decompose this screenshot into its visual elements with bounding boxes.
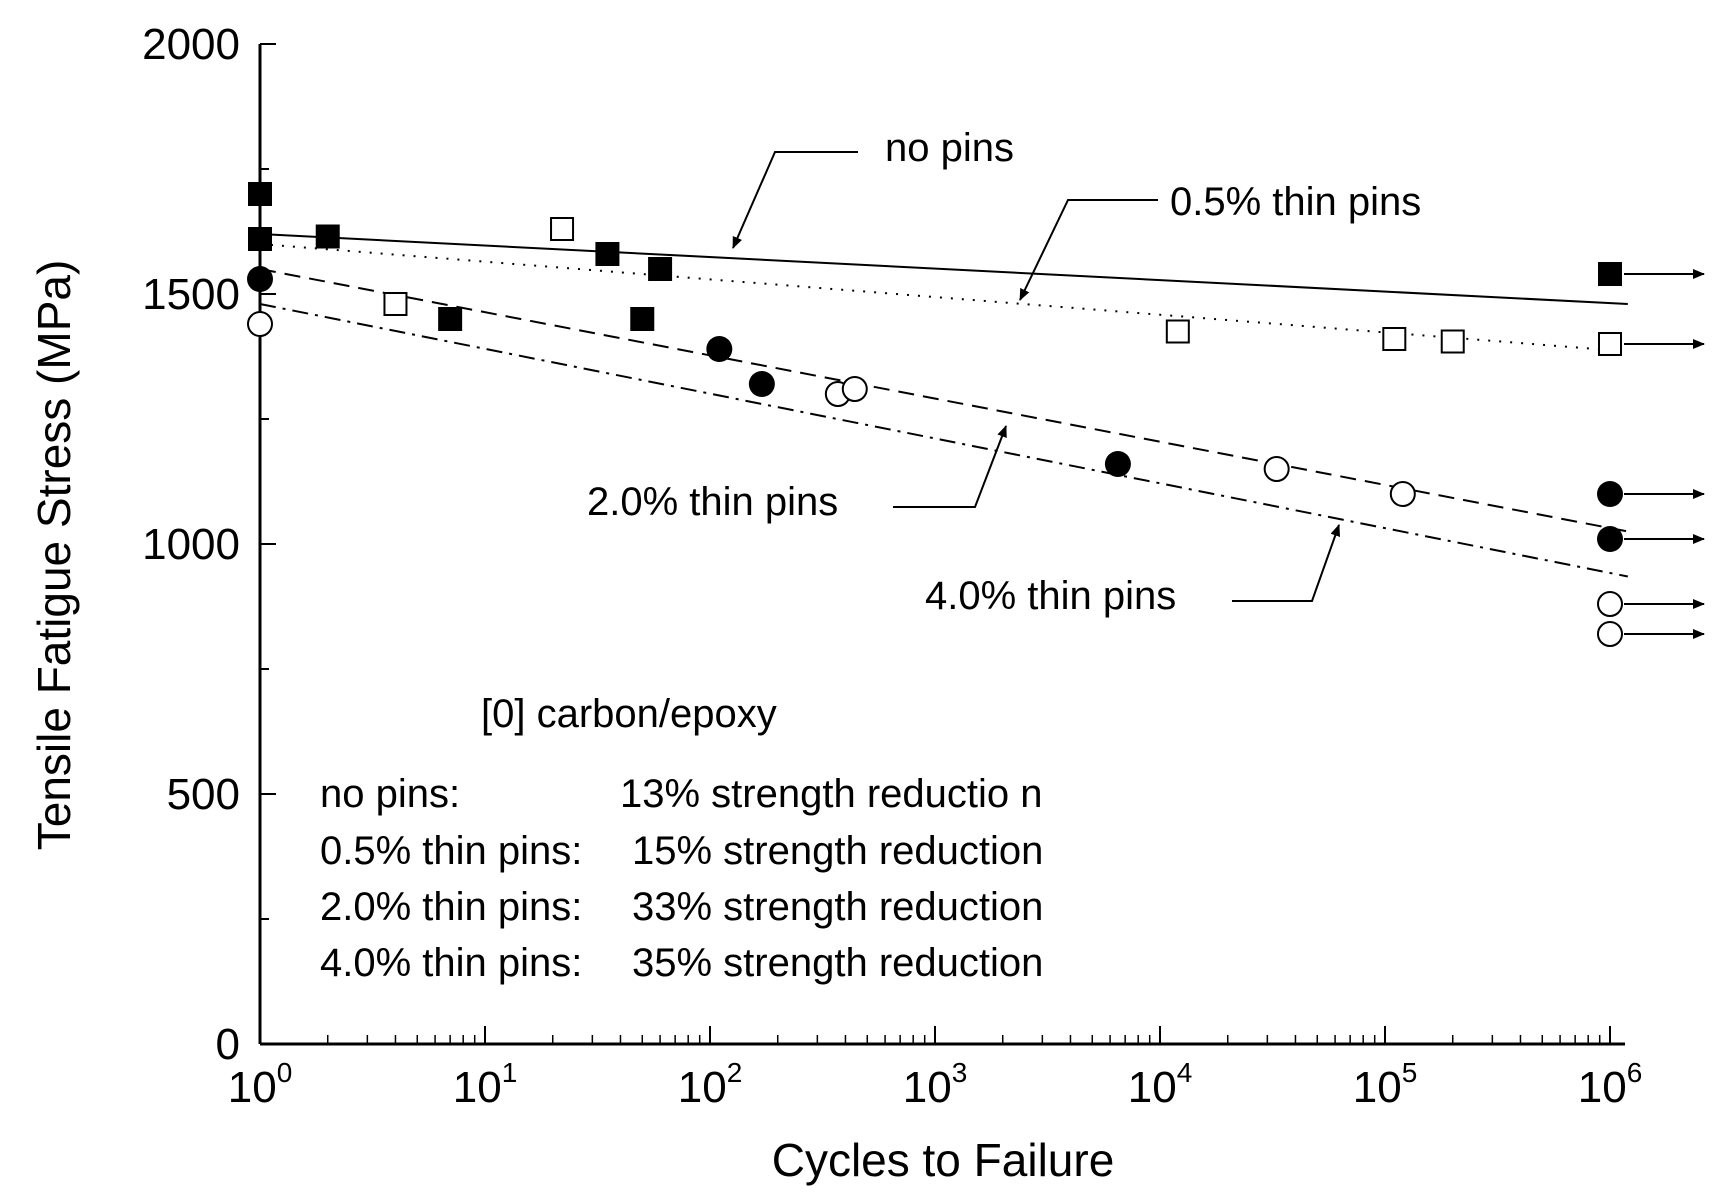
x-tick-label: 103 xyxy=(903,1057,968,1112)
point-filled-square xyxy=(595,242,620,266)
reduction-value-2: 33% strength reduction xyxy=(632,885,1043,929)
reduction-value-0: 13% strength reductio n xyxy=(620,772,1042,816)
x-axis-title: Cycles to Failure xyxy=(772,1134,1115,1186)
y-tick-label: 1500 xyxy=(142,270,240,319)
y-ticks: 0 500 1000 1500 2000 xyxy=(142,20,276,1069)
reduction-label-3: 4.0% thin pins: xyxy=(320,941,582,985)
leader-40-pins xyxy=(1232,524,1341,602)
label-40-pins: 4.0% thin pins xyxy=(925,574,1176,618)
x-ticks: 100 101 102 103 104 105 106 xyxy=(228,1026,1643,1112)
label-05-pins: 0.5% thin pins xyxy=(1170,180,1421,224)
x-tick-label: 102 xyxy=(678,1057,743,1112)
leader-05-pins xyxy=(1019,199,1158,301)
fit-line-solid xyxy=(259,233,1628,305)
runout-arrows xyxy=(1624,269,1705,639)
point-open-square xyxy=(383,292,408,316)
point-filled-circle xyxy=(1104,451,1131,477)
point-filled-circle xyxy=(706,336,733,362)
y-tick-label: 2000 xyxy=(142,20,240,69)
fit-line-dashed xyxy=(259,268,1629,533)
x-tick-label: 106 xyxy=(1578,1057,1643,1112)
point-filled-circle xyxy=(1597,481,1623,507)
point-open-circle xyxy=(1263,456,1290,482)
point-filled-circle xyxy=(1597,526,1623,552)
point-filled-square xyxy=(630,307,655,331)
x-tick-label: 101 xyxy=(453,1057,518,1112)
x-tick-label: 100 xyxy=(228,1057,293,1112)
y-tick-label: 500 xyxy=(167,770,240,819)
data-points xyxy=(247,182,1623,647)
point-filled-circle xyxy=(748,371,775,397)
point-open-circle xyxy=(1389,481,1416,507)
point-filled-square xyxy=(1598,262,1622,286)
point-filled-square xyxy=(648,257,673,281)
point-open-circle xyxy=(247,311,273,337)
point-open-square xyxy=(1165,319,1190,344)
x-tick-label: 105 xyxy=(1353,1057,1418,1112)
point-open-square xyxy=(1598,332,1622,356)
point-open-circle xyxy=(1597,621,1623,647)
annotation-block: [0] carbon/epoxy no pins: 13% strength r… xyxy=(320,692,1043,985)
point-open-square xyxy=(1440,329,1465,354)
fit-line-dotted xyxy=(259,243,1628,353)
label-no-pins: no pins xyxy=(885,126,1014,170)
material-label: [0] carbon/epoxy xyxy=(481,692,777,736)
y-tick-label: 0 xyxy=(216,1020,240,1069)
label-20-pins: 2.0% thin pins xyxy=(587,480,838,524)
fit-lines xyxy=(259,233,1629,578)
point-filled-square xyxy=(315,224,340,249)
point-filled-square xyxy=(248,227,272,251)
point-filled-circle xyxy=(247,266,273,292)
point-open-square xyxy=(550,217,575,241)
point-filled-square xyxy=(438,307,463,331)
point-filled-square xyxy=(248,182,272,206)
reduction-label-1: 0.5% thin pins: xyxy=(320,829,582,873)
point-open-square xyxy=(1382,327,1407,351)
reduction-value-1: 15% strength reduction xyxy=(632,829,1043,873)
y-tick-label: 1000 xyxy=(142,520,240,569)
point-open-circle xyxy=(841,376,868,402)
reduction-value-3: 35% strength reduction xyxy=(632,941,1043,985)
point-open-circle xyxy=(1597,591,1623,617)
x-tick-label: 104 xyxy=(1128,1057,1193,1112)
y-axis-title: Tensile Fatigue Stress (MPa) xyxy=(28,260,80,851)
leader-no-pins xyxy=(732,151,858,249)
series-labels: no pins 0.5% thin pins 2.0% thin pins 4.… xyxy=(587,126,1421,618)
reduction-label-0: no pins: xyxy=(320,772,460,816)
fit-line-dash-dot xyxy=(259,303,1629,578)
reduction-label-2: 2.0% thin pins: xyxy=(320,885,582,929)
leader-20-pins xyxy=(893,425,1007,508)
